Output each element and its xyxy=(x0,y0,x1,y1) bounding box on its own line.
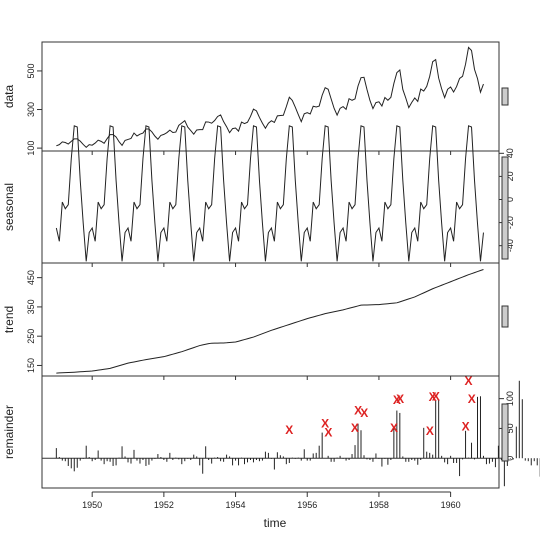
y-axis-label-remainder: remainder xyxy=(2,405,16,459)
y-tick-label: 40 xyxy=(505,148,515,158)
scale-bar xyxy=(501,403,509,462)
scale-bar xyxy=(501,305,509,328)
seasonal-line xyxy=(55,125,484,262)
outlier-mark: X xyxy=(429,390,437,404)
y-axis-label-data: data xyxy=(2,84,16,108)
x-tick-label: 1952 xyxy=(154,500,174,510)
outlier-mark: X xyxy=(321,417,329,431)
x-tick-label: 1956 xyxy=(297,500,317,510)
scale-bar xyxy=(501,87,509,106)
panel-trend: 150 250 350 450 trend xyxy=(2,262,509,377)
outlier-mark: X xyxy=(468,392,476,406)
outlier-mark: X xyxy=(426,424,434,438)
y-tick-label: 20 xyxy=(505,171,515,181)
y-tick-label: 300 xyxy=(26,102,36,117)
outlier-mark: X xyxy=(324,426,332,440)
panels-group: 100 300 500 data -40 -20 0 20 40 seasonal 150 250 35… xyxy=(2,41,540,489)
y-tick-label: 100 xyxy=(505,391,515,406)
outlier-mark: X xyxy=(285,423,293,437)
x-axis-label: time xyxy=(264,516,287,530)
y-axis-label-trend: trend xyxy=(2,306,16,333)
outlier-mark: X xyxy=(393,393,401,407)
outlier-mark: X xyxy=(432,389,440,403)
data-line xyxy=(56,46,484,149)
y-tick-label: 500 xyxy=(26,63,36,78)
outlier-mark: X xyxy=(396,392,404,406)
trend-line xyxy=(56,269,484,374)
y-tick-label: 150 xyxy=(26,358,36,373)
y-tick-label: 0 xyxy=(505,197,515,202)
outlier-mark: X xyxy=(360,406,368,420)
y-axis-label-seasonal: seasonal xyxy=(2,183,16,231)
outlier-mark: X xyxy=(354,404,362,418)
scale-bar xyxy=(501,156,509,260)
panel-frame xyxy=(41,262,500,377)
x-tick-label: 1954 xyxy=(226,500,246,510)
outlier-mark: X xyxy=(462,420,470,434)
y-tick-label: -20 xyxy=(505,216,515,229)
x-axis: 1950 1952 1954 1956 1958 1960 xyxy=(82,491,461,510)
y-tick-label: 50 xyxy=(505,423,515,433)
panel-frame xyxy=(41,375,500,489)
x-tick-label: 1958 xyxy=(369,500,389,510)
y-tick-label: 250 xyxy=(26,329,36,344)
outlier-mark: X xyxy=(390,421,398,435)
x-tick-label: 1950 xyxy=(82,500,102,510)
panel-seasonal: -40 -20 0 20 40 seasonal xyxy=(2,125,515,264)
y-tick-label: -40 xyxy=(505,239,515,252)
y-tick-label: 350 xyxy=(26,299,36,314)
y-tick-label: 450 xyxy=(26,270,36,285)
outlier-mark: X xyxy=(465,374,473,388)
x-tick-label: 1960 xyxy=(441,500,461,510)
outlier-mark: X xyxy=(351,421,359,435)
y-tick-label: 100 xyxy=(26,141,36,156)
panel-frame xyxy=(41,150,500,264)
